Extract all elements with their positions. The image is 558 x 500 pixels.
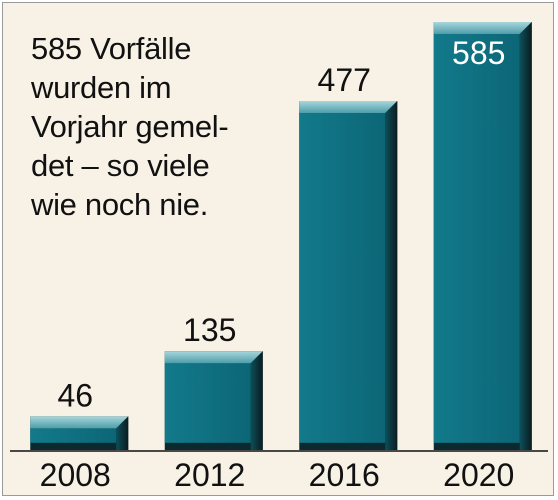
bar-face bbox=[164, 363, 251, 443]
bar-face bbox=[299, 113, 386, 443]
bar-top-bevel bbox=[164, 351, 263, 364]
bar-side-bevel bbox=[250, 351, 263, 450]
bar-face bbox=[30, 428, 117, 443]
bar-top-bevel bbox=[433, 22, 532, 34]
bar-value-label: 585 bbox=[452, 35, 505, 71]
bar-side-bevel bbox=[116, 416, 129, 450]
x-tick-label: 2016 bbox=[309, 457, 380, 493]
bar-2016 bbox=[299, 101, 398, 450]
bar-side-bevel bbox=[519, 22, 532, 450]
chart-annotation: 585 Vorfälle wurden im Vorjahr gemel- de… bbox=[31, 31, 229, 222]
bars-layer: 46 135 477 585 bbox=[30, 22, 532, 450]
bar-2008 bbox=[30, 416, 129, 450]
bar-value-label: 477 bbox=[318, 62, 371, 98]
bar-side-bevel bbox=[385, 101, 398, 450]
bar-2020 bbox=[433, 22, 532, 450]
bar-value-label: 135 bbox=[183, 312, 236, 348]
x-tick-label: 2020 bbox=[443, 457, 514, 493]
x-tick-label: 2008 bbox=[40, 457, 111, 493]
x-tick-label: 2012 bbox=[174, 457, 245, 493]
bar-face bbox=[433, 34, 520, 443]
bar-2012 bbox=[164, 351, 263, 450]
x-ticks-layer: 2008 2012 2016 2020 bbox=[40, 457, 515, 493]
bar-value-label: 46 bbox=[57, 377, 93, 413]
bar-top-bevel bbox=[30, 416, 129, 429]
bar-top-bevel bbox=[299, 101, 398, 114]
